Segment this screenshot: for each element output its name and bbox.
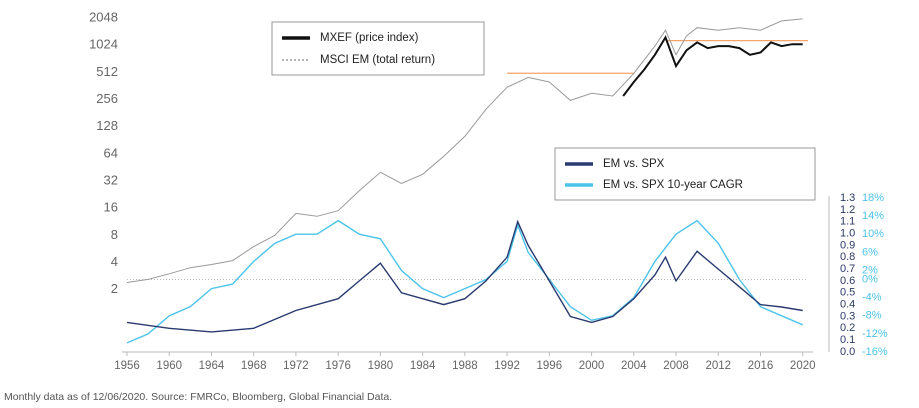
y-tick-label: 128	[96, 118, 118, 133]
y-tick-label: 16	[104, 200, 118, 215]
y2-tick-label: 1.2	[840, 204, 855, 216]
x-tick-label: 1996	[537, 360, 563, 372]
y-tick-label: 64	[104, 145, 118, 160]
x-tick-label: 2000	[579, 360, 605, 372]
y3-tick-label: -8%	[862, 310, 882, 322]
x-tick-label: 1964	[199, 360, 225, 372]
y-tick-label: 4	[111, 254, 118, 269]
y-tick-label: 8	[111, 227, 118, 242]
y2-tick-label: 0.3	[840, 310, 855, 322]
y3-tick-label: 18%	[862, 192, 884, 204]
y2-tick-label: 0.9	[840, 239, 855, 251]
x-tick-label: 1960	[156, 360, 182, 372]
x-tick-label: 1972	[283, 360, 309, 372]
y-tick-label: 256	[96, 91, 118, 106]
y3-tick-label: 0%	[862, 273, 878, 285]
y2-tick-label: 0.0	[840, 346, 855, 358]
y3-tick-label: 10%	[862, 228, 884, 240]
y2-tick-label: 0.4	[840, 299, 855, 311]
y3-tick-label: -12%	[862, 328, 888, 340]
y-tick-label: 2	[111, 281, 118, 296]
x-tick-label: 2012	[705, 360, 731, 372]
legend-label: MXEF (price index)	[320, 32, 419, 44]
x-tick-label: 1968	[241, 360, 267, 372]
series-line	[622, 35, 803, 97]
y-tick-label: 32	[104, 172, 118, 187]
x-tick-label: 2020	[790, 360, 816, 372]
legend-box	[271, 21, 485, 76]
y-tick-label: 512	[96, 64, 118, 79]
y2-tick-label: 0.2	[840, 322, 855, 334]
y3-tick-label: 14%	[862, 210, 884, 222]
y2-tick-label: 0.1	[840, 334, 855, 346]
y3-tick-label: -4%	[862, 292, 882, 304]
y3-tick-label: 2%	[862, 264, 878, 276]
x-tick-label: 1980	[368, 360, 394, 372]
y2-tick-label: 0.7	[840, 263, 855, 275]
legend-label: EM vs. SPX 10-year CAGR	[603, 179, 743, 191]
y2-tick-label: 0.6	[840, 275, 855, 287]
series-line	[126, 219, 803, 344]
x-tick-label: 2016	[748, 360, 774, 372]
legend-label: EM vs. SPX	[603, 158, 665, 170]
y2-tick-label: 1.3	[840, 192, 855, 204]
y3-tick-label: 6%	[862, 246, 878, 258]
x-tick-label: 1976	[325, 360, 351, 372]
y-tick-label: 2048	[89, 9, 118, 24]
x-tick-label: 1988	[452, 360, 478, 372]
x-tick-label: 1992	[494, 360, 520, 372]
legend-box	[554, 147, 816, 201]
y2-tick-label: 0.5	[840, 287, 855, 299]
legend-label: MSCI EM (total return)	[320, 54, 435, 66]
y2-tick-label: 1.0	[840, 227, 855, 239]
y2-tick-label: 0.8	[840, 251, 855, 263]
series-line	[126, 219, 803, 333]
x-tick-label: 1956	[114, 360, 140, 372]
x-tick-label: 2004	[621, 360, 647, 372]
series-line	[126, 18, 803, 283]
y3-tick-label: -16%	[862, 346, 888, 358]
footnote: Monthly data as of 12/06/2020. Source: F…	[4, 391, 392, 403]
x-tick-label: 2008	[663, 360, 689, 372]
x-tick-label: 1984	[410, 360, 436, 372]
y-tick-label: 1024	[89, 37, 118, 52]
y2-tick-label: 1.1	[840, 216, 855, 228]
